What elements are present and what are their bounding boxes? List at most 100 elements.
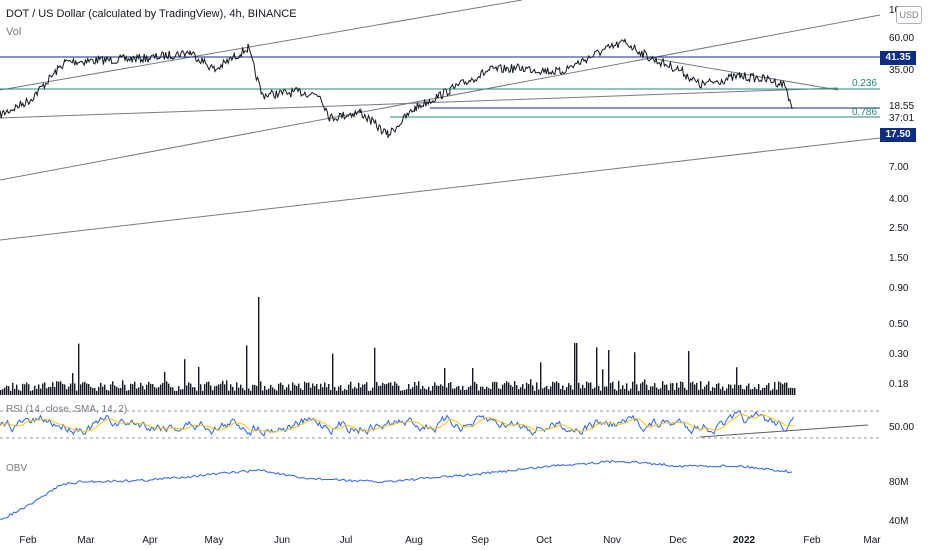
volume-bar (280, 382, 282, 395)
volume-bar (296, 385, 298, 395)
volume-bar (370, 390, 372, 395)
volume-bar (464, 389, 466, 395)
volume-bar (198, 366, 200, 395)
volume-bar (568, 383, 570, 395)
volume-bar (448, 383, 450, 395)
volume-bar (92, 387, 94, 395)
volume-bar (346, 390, 348, 395)
volume-bar (74, 383, 76, 395)
volume-bar (62, 383, 64, 395)
volume-bar (462, 386, 464, 395)
price-axis-label: 50.00 (889, 422, 914, 433)
volume-bar (636, 384, 638, 395)
volume-bar (408, 384, 410, 395)
volume-bar (538, 389, 540, 395)
volume-bar (756, 388, 758, 395)
volume-bar (586, 381, 588, 395)
volume-bar (728, 384, 730, 395)
volume-bar (528, 384, 530, 395)
volume-bar (776, 389, 778, 395)
price-axis-label: 2.50 (889, 223, 909, 234)
volume-bar (380, 385, 382, 395)
volume-bar (706, 384, 708, 395)
volume-bar (160, 384, 162, 395)
volume-bar (68, 386, 70, 395)
volume-bar (240, 384, 242, 395)
volume-bar (760, 390, 762, 395)
time-axis-label: Aug (405, 535, 423, 546)
volume-bar (412, 387, 414, 395)
price-axis-label: 0.90 (889, 283, 909, 294)
volume-bar (734, 384, 736, 395)
volume-bar (306, 382, 308, 395)
obv-line (0, 459, 793, 520)
volume-bar (472, 367, 474, 395)
price-axis-label: 0.18 (889, 379, 909, 390)
time-axis-label: Nov (603, 535, 621, 546)
volume-bar (730, 384, 732, 395)
volume-bar (268, 388, 270, 395)
volume-bar (132, 384, 134, 395)
volume-bar (594, 387, 596, 395)
volume-bar (320, 383, 322, 395)
volume-bar (16, 384, 18, 395)
volume-bar (258, 297, 260, 395)
volume-bar (64, 384, 66, 395)
volume-bar (490, 388, 492, 395)
volume-bar (542, 388, 544, 395)
channel-line-1 (0, 14, 881, 181)
volume-bar (294, 384, 296, 395)
volume-bar (226, 380, 228, 395)
fib-label-0236: 0.236 (852, 78, 877, 89)
volume-bar (126, 390, 128, 395)
volume-bar (672, 383, 674, 395)
volume-bar (520, 387, 522, 395)
volume-bar (372, 387, 374, 395)
price-line (0, 37, 793, 138)
volume-bar (84, 381, 86, 395)
volume-bar (312, 383, 314, 395)
volume-bar (792, 388, 794, 395)
time-axis-label: Dec (669, 535, 687, 546)
volume-bar (508, 382, 510, 395)
volume-bar (410, 388, 412, 395)
volume-bar (384, 384, 386, 395)
volume-bar (502, 384, 504, 395)
volume-bar (778, 381, 780, 395)
currency-button[interactable]: USD (896, 6, 922, 24)
volume-bar (388, 382, 390, 395)
volume-bar (174, 390, 176, 395)
channel-line-2 (0, 137, 881, 241)
volume-bar (202, 390, 204, 395)
time-axis-label: Mar (863, 535, 881, 546)
volume-bar (628, 390, 630, 395)
volume-bar (432, 385, 434, 395)
volume-bar (22, 383, 24, 395)
volume-bar (78, 343, 80, 395)
volume-bar (0, 389, 2, 395)
price-axis-label: 60.00 (889, 33, 914, 44)
volume-bar (366, 382, 368, 395)
time-axis-label: Jul (340, 535, 353, 546)
volume-bar (592, 388, 594, 395)
volume-bar (158, 386, 160, 395)
volume-bar (554, 382, 556, 395)
volume-bar (436, 385, 438, 395)
volume-bar (108, 390, 110, 395)
volume-bar (530, 379, 532, 395)
volume-bar (658, 389, 660, 395)
price-axis-label: 80M (889, 477, 908, 488)
volume-bar (612, 381, 614, 395)
obv-label: OBV (6, 463, 28, 474)
volume-bar (38, 384, 40, 395)
volume-bar (578, 382, 580, 395)
volume-bar (478, 390, 480, 395)
volume-bar (290, 390, 292, 395)
volume-bar (794, 388, 796, 395)
volume-bar (584, 388, 586, 395)
volume-bar (102, 386, 104, 395)
volume-bar (718, 383, 720, 395)
volume-bar (112, 381, 114, 395)
volume-bar (246, 345, 248, 395)
